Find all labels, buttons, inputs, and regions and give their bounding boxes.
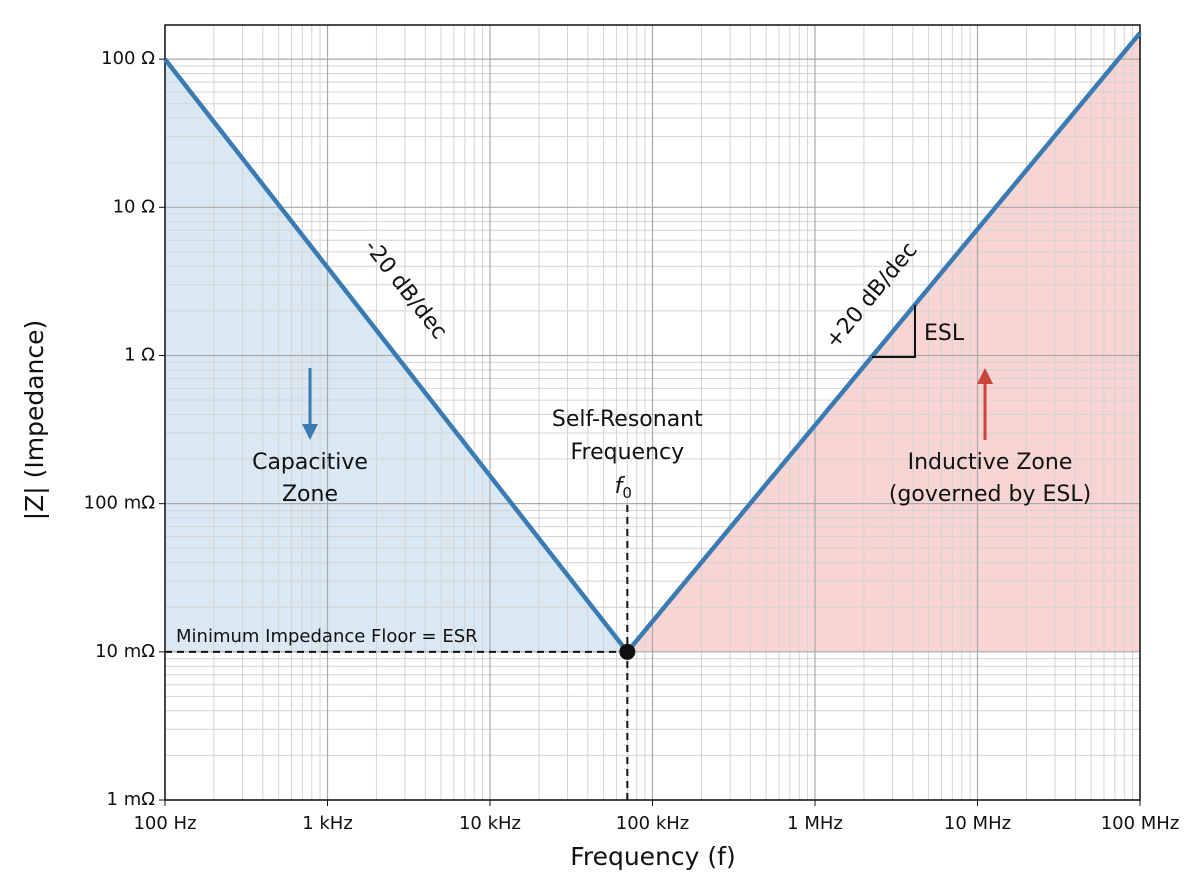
arrowhead <box>302 424 318 440</box>
resonance-point <box>619 643 636 660</box>
y-tick-label: 10 Ω <box>113 196 156 217</box>
zone-label: Capacitive <box>252 450 368 475</box>
x-tick-label: 1 MHz <box>787 813 843 834</box>
srf-label: Frequency <box>571 440 685 465</box>
plot-frame <box>164 24 1141 801</box>
srf-label: Self-Resonant <box>552 407 703 432</box>
y-tick-label: 10 mΩ <box>95 641 155 662</box>
x-tick-label: 1 kHz <box>302 813 353 834</box>
y-axis-label: |Z| (Impedance) <box>20 320 49 521</box>
zone-label: (governed by ESL) <box>889 482 1091 507</box>
y-tick-label: 1 mΩ <box>107 789 156 810</box>
y-tick-label: 1 Ω <box>124 344 155 365</box>
esl-triangle <box>872 305 916 358</box>
x-axis-label: Frequency (f) <box>570 842 735 871</box>
x-tick-label: 10 MHz <box>944 813 1011 834</box>
x-tick-label: 100 kHz <box>616 813 690 834</box>
esl-label: ESL <box>924 321 965 346</box>
arrowhead <box>977 368 993 384</box>
zone-label: Zone <box>282 482 338 507</box>
f0-symbol: f <box>615 474 626 499</box>
y-tick-label: 100 Ω <box>101 48 155 69</box>
floor-label: Minimum Impedance Floor = ESR <box>176 626 478 647</box>
f0-label: f0 <box>615 474 632 502</box>
x-tick-label: 100 Hz <box>133 813 196 834</box>
x-tick-label: 100 MHz <box>1101 813 1180 834</box>
y-tick-label: 100 mΩ <box>84 493 156 514</box>
zone-label: Inductive Zone <box>908 450 1073 475</box>
f0-subscript: 0 <box>622 484 632 502</box>
x-tick-label: 10 kHz <box>459 813 521 834</box>
